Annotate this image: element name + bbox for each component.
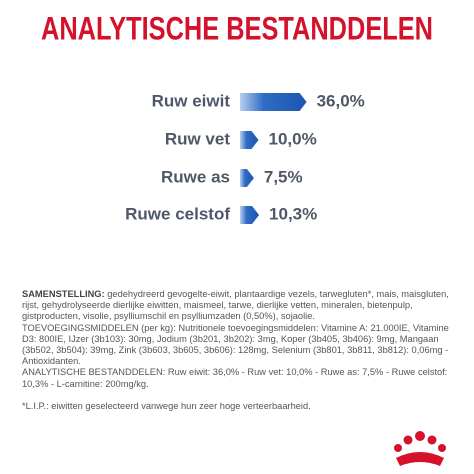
logo — [394, 431, 446, 466]
additives-text: TOEVOEGINGSMIDDELEN (per kg): Nutritione… — [22, 322, 449, 367]
value-label: 7,5% — [264, 167, 303, 186]
category-label: Ruwe as — [161, 167, 230, 186]
analysis-text: ANALYTISCHE BESTANDDELEN: Ruw eiwit: 36,… — [22, 367, 448, 389]
category-label: Ruw vet — [165, 129, 231, 148]
value-label: 10,0% — [269, 129, 317, 148]
composition-heading: SAMENSTELLING: — [22, 289, 105, 299]
category-label: Ruwe celstof — [125, 204, 230, 223]
footnote: *L.I.P.: eiwitten geselecteerd vanwege h… — [22, 400, 311, 411]
composition-paragraph: SAMENSTELLING: gedehydreerd gevogelte-ei… — [22, 289, 454, 390]
composition-text: gedehydreerd gevogelte-eiwit, plantaardi… — [22, 289, 449, 322]
bar-arrow — [240, 131, 259, 149]
bar-arrow — [240, 169, 254, 187]
chart-title: ANALYTISCHE BESTANDDELEN — [41, 10, 433, 46]
bar-arrow — [240, 93, 307, 111]
bar-arrow — [240, 206, 260, 224]
composition: SAMENSTELLING: gedehydreerd gevogelte-ei… — [22, 289, 454, 412]
value-label: 10,3% — [269, 204, 317, 223]
category-label: Ruw eiwit — [152, 91, 231, 110]
value-label: 36,0% — [317, 91, 365, 110]
